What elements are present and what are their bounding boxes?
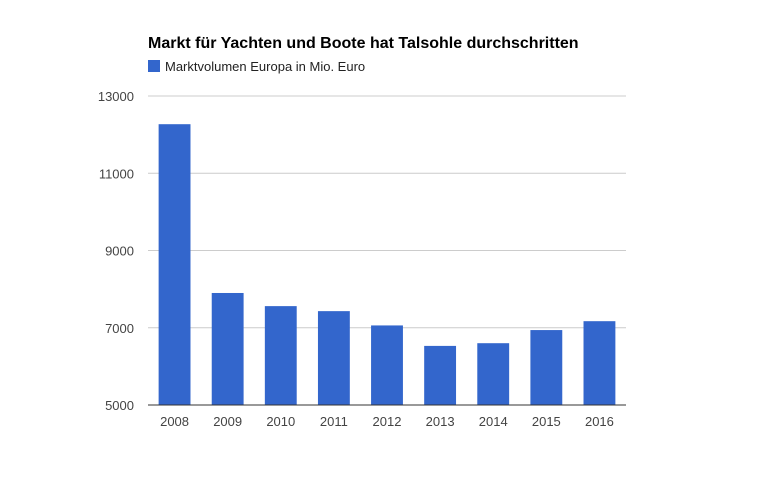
y-tick-label-11000: 11000	[99, 166, 134, 181]
x-tick-label-2011: 2011	[320, 414, 348, 429]
y-tick-label-9000: 9000	[105, 244, 134, 259]
bar-2009	[211, 292, 244, 405]
bar-2011	[317, 311, 350, 405]
x-tick-label-2016: 2016	[585, 414, 614, 429]
bar-2008	[158, 124, 191, 405]
x-tick-label-2013: 2013	[426, 414, 455, 429]
chart-title: Markt für Yachten und Boote hat Talsohle…	[148, 35, 579, 52]
axes: 5000 7000 9000 11000 13000 2008 2009 2010 2011 20…	[98, 89, 626, 429]
legend-label: Marktvolumen Europa in Mio. Euro	[165, 59, 365, 74]
y-tick-label-13000: 13000	[98, 89, 134, 104]
bar-2010	[264, 306, 297, 405]
legend: Marktvolumen Europa in Mio. Euro	[148, 59, 365, 74]
bars	[158, 124, 616, 405]
x-tick-label-2014: 2014	[479, 414, 508, 429]
x-tick-label-2009: 2009	[213, 414, 242, 429]
bar-2014	[477, 343, 510, 405]
x-tick-label-2015: 2015	[532, 414, 561, 429]
bar-2013	[424, 345, 457, 405]
bar-2016	[583, 321, 616, 405]
x-tick-label-2010: 2010	[266, 414, 295, 429]
bar-2015	[530, 330, 563, 405]
y-tick-label-5000: 5000	[105, 398, 134, 413]
x-tick-label-2008: 2008	[160, 414, 189, 429]
bar-2012	[371, 325, 403, 405]
legend-swatch	[148, 60, 160, 72]
y-tick-label-7000: 7000	[105, 321, 134, 336]
x-tick-label-2012: 2012	[373, 414, 402, 429]
